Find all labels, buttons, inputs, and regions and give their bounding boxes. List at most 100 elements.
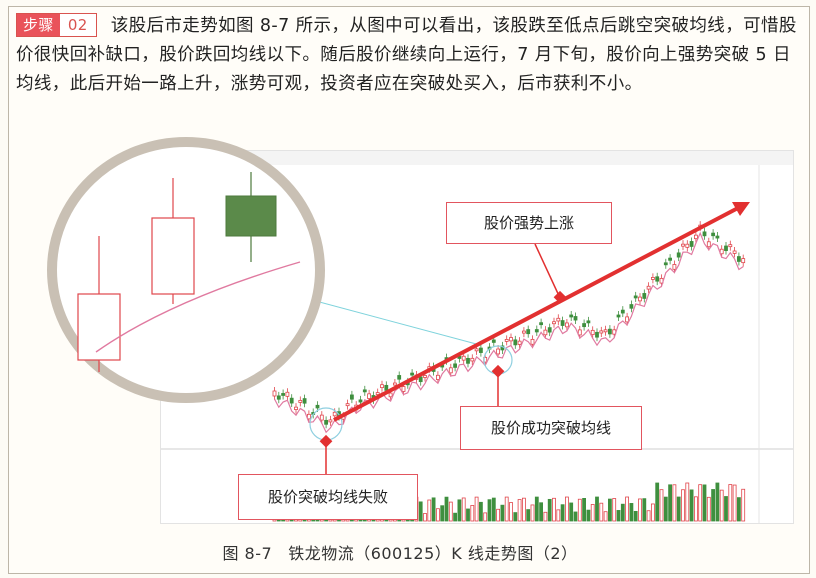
- volume-bar: [478, 501, 483, 522]
- candle: [530, 338, 535, 345]
- candle: [319, 414, 324, 421]
- volume-bar: [728, 484, 733, 522]
- candle: [681, 243, 685, 247]
- candle: [380, 384, 384, 389]
- candle: [315, 404, 320, 409]
- candle: [582, 323, 587, 328]
- step-badge: 步骤 02: [16, 13, 97, 37]
- volume-bar: [659, 489, 664, 522]
- candle: [302, 398, 307, 404]
- volume-bar: [526, 509, 531, 522]
- figure-number: 图 8-7: [222, 544, 273, 563]
- candle: [423, 375, 427, 378]
- candle: [676, 252, 681, 258]
- candle: [491, 339, 496, 343]
- candle: [285, 391, 290, 397]
- volume-bar: [418, 501, 423, 522]
- candle: [324, 419, 329, 425]
- candle: [702, 231, 707, 237]
- volume-bar: [616, 510, 621, 522]
- candle: [560, 320, 565, 326]
- candle: [607, 328, 612, 335]
- volume-bar: [470, 505, 475, 522]
- candle: [642, 293, 647, 299]
- candle: [435, 374, 440, 380]
- volume-bar: [612, 498, 617, 522]
- candle: [367, 393, 372, 399]
- volume-bar: [607, 498, 612, 522]
- volume-bar: [702, 484, 707, 522]
- candle: [689, 241, 694, 247]
- candle: [448, 367, 453, 374]
- candle: [358, 399, 363, 403]
- volume-bar: [564, 496, 569, 522]
- candle: [564, 322, 569, 328]
- candle: [397, 375, 402, 380]
- candle: [392, 382, 397, 386]
- volume-bar: [732, 484, 737, 522]
- candle: [534, 329, 539, 333]
- candle: [595, 331, 599, 338]
- volume-bar: [603, 511, 608, 522]
- volume-bar: [663, 496, 668, 522]
- candle: [655, 276, 660, 282]
- candle: [685, 243, 690, 248]
- candle: [298, 400, 303, 403]
- candle: [724, 245, 728, 252]
- volume-bar: [672, 484, 677, 522]
- volume-bar: [457, 499, 462, 522]
- candle: [650, 277, 655, 280]
- volume-bar: [440, 505, 445, 522]
- volume-bar: [543, 511, 548, 522]
- candle: [741, 258, 746, 264]
- candle: [375, 392, 380, 395]
- candle: [732, 250, 737, 254]
- candle: [569, 314, 574, 318]
- rise-pointer-line: [534, 243, 561, 299]
- candle: [517, 340, 522, 345]
- candle: [625, 316, 630, 323]
- candle: [620, 309, 625, 314]
- volume-bar: [668, 484, 673, 522]
- volume-bar: [706, 496, 711, 522]
- volume-bar: [650, 503, 655, 522]
- volume-bar: [638, 498, 642, 522]
- volume-bar: [724, 496, 728, 522]
- candle: [590, 329, 595, 336]
- zoom-ma-line: [95, 261, 301, 353]
- volume-bar: [625, 496, 630, 522]
- volume-bar: [461, 497, 466, 522]
- volume-bar: [530, 504, 535, 522]
- candle: [552, 321, 556, 325]
- volume-bar: [737, 497, 741, 522]
- candle: [272, 390, 277, 397]
- volume-bar: [423, 513, 427, 522]
- figure-caption: 图 8-7 铁龙物流（600125）K 线走势图（2）: [0, 540, 816, 564]
- volume-bar: [698, 484, 703, 522]
- candle: [633, 295, 638, 299]
- candle: [410, 372, 415, 376]
- chart-toolbar: [161, 151, 793, 165]
- figure-title: 铁龙物流（600125）K 线走势图（2）: [288, 544, 578, 563]
- volume-bar: [676, 496, 681, 522]
- candle: [276, 395, 281, 400]
- zoom-candle-3: [225, 195, 277, 237]
- candle: [328, 419, 333, 423]
- volume-bar: [719, 489, 724, 522]
- volume-bar: [620, 503, 625, 522]
- candle: [599, 330, 604, 334]
- volume-bar: [513, 512, 518, 522]
- candle: [737, 256, 741, 262]
- candle: [577, 329, 582, 336]
- candle: [401, 386, 406, 392]
- candle: [453, 363, 458, 368]
- candle: [513, 339, 518, 346]
- volume-bar: [534, 496, 539, 522]
- candle: [668, 257, 673, 261]
- volume-bar: [685, 482, 690, 522]
- candle: [547, 327, 552, 333]
- volume-bar: [431, 497, 436, 522]
- candle: [289, 397, 294, 404]
- uptrend-arrow-line: [333, 206, 739, 422]
